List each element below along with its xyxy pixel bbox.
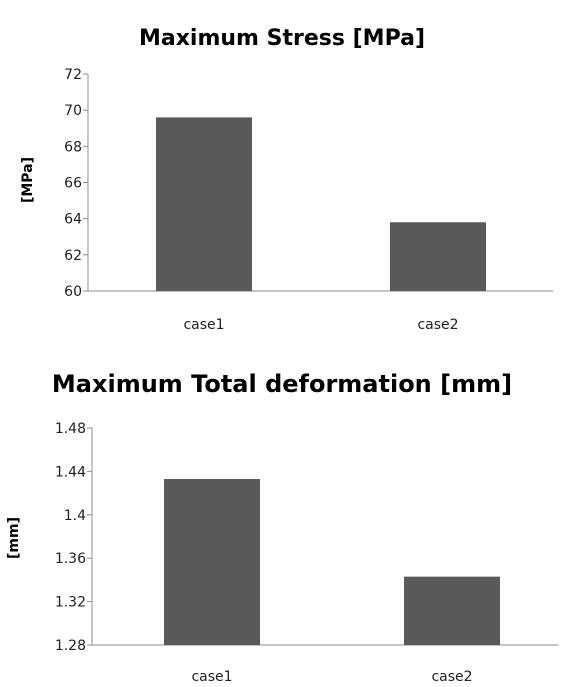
stress-chart: Maximum Stress [MPa] [MPa] 60 62 64 66 68 70 7… (20, 26, 553, 333)
deformation-bar-case2 (404, 576, 500, 645)
stress-y-tick-label: 64 (64, 212, 82, 228)
deformation-y-tick-label: 1.36 (55, 551, 86, 567)
stress-y-tick-label: 70 (64, 103, 82, 119)
deformation-chart: Maximum Total deformation [mm] [mm] 1.28… (6, 370, 558, 685)
deformation-y-axis-title: [mm] (6, 517, 22, 559)
stress-y-tick-label: 60 (64, 284, 82, 300)
stress-y-tick-label: 66 (64, 176, 82, 192)
deformation-y-tick-label: 1.4 (64, 508, 86, 524)
deformation-y-tick-label: 1.48 (55, 421, 86, 437)
stress-chart-title: Maximum Stress [MPa] (139, 26, 425, 51)
stress-bar-case1 (156, 117, 252, 292)
stress-category-label: case1 (183, 317, 224, 333)
deformation-y-tick-label: 1.44 (55, 464, 86, 480)
stress-category-label: case2 (417, 317, 458, 333)
stress-y-tick-label: 72 (64, 67, 82, 83)
deformation-chart-title: Maximum Total deformation [mm] (52, 370, 512, 398)
stress-y-tick-label: 62 (64, 248, 82, 264)
deformation-bar-case1 (164, 478, 260, 645)
deformation-category-label: case2 (431, 669, 472, 685)
stress-bar-case2 (390, 222, 486, 291)
deformation-y-tick-label: 1.28 (55, 638, 86, 654)
deformation-category-label: case1 (191, 669, 232, 685)
stress-y-tick-label: 68 (64, 139, 82, 155)
stress-y-axis-title: [MPa] (20, 157, 36, 203)
deformation-y-tick-label: 1.32 (55, 595, 86, 611)
